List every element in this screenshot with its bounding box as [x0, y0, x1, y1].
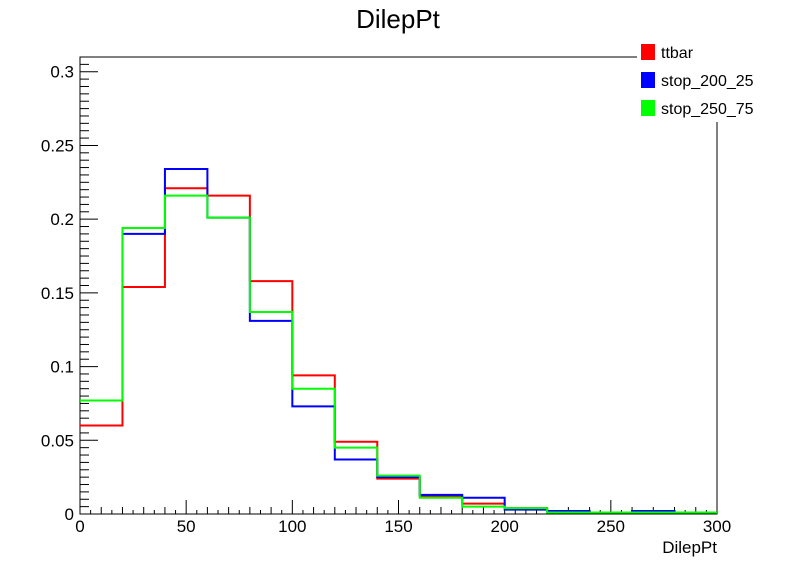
y-tick-label: 0 [65, 505, 74, 524]
legend-label: stop_250_75 [661, 101, 754, 118]
x-axis-label: DilepPt [662, 538, 717, 557]
x-tick-labels: 0 50 100 150 200 250 300 [75, 517, 731, 536]
legend-label: ttbar [661, 45, 694, 62]
series-line-ttbar [80, 187, 717, 514]
axis-ticks [79, 56, 718, 515]
y-tick-label: 0.15 [41, 284, 74, 303]
legend-swatch [641, 100, 655, 116]
y-tick-label: 0.1 [50, 358, 74, 377]
x-tick-label: 250 [597, 517, 625, 536]
x-tick-label: 300 [703, 517, 731, 536]
y-tick-label: 0.25 [41, 136, 74, 155]
y-tick-label: 0.3 [50, 63, 74, 82]
y-tick-labels: 0 0.05 0.1 0.15 0.2 0.25 0.3 [41, 63, 74, 524]
x-tick-label: 150 [384, 517, 412, 536]
plot-frame [79, 56, 718, 515]
legend: ttbar stop_200_25 stop_250_75 [637, 38, 754, 122]
x-tick-label: 50 [177, 517, 196, 536]
legend-swatch [641, 72, 655, 88]
x-tick-label: 100 [278, 517, 306, 536]
histogram-series [80, 168, 717, 514]
series-line-stop-200-25 [80, 168, 717, 514]
y-tick-label: 0.2 [50, 210, 74, 229]
legend-swatch [641, 44, 655, 60]
legend-label: stop_200_25 [661, 73, 754, 90]
x-tick-label: 0 [75, 517, 84, 536]
y-tick-label: 0.05 [41, 431, 74, 450]
series-line-stop-250-75 [80, 194, 717, 514]
chart-title: DilepPt [356, 4, 441, 34]
x-tick-label: 200 [490, 517, 518, 536]
